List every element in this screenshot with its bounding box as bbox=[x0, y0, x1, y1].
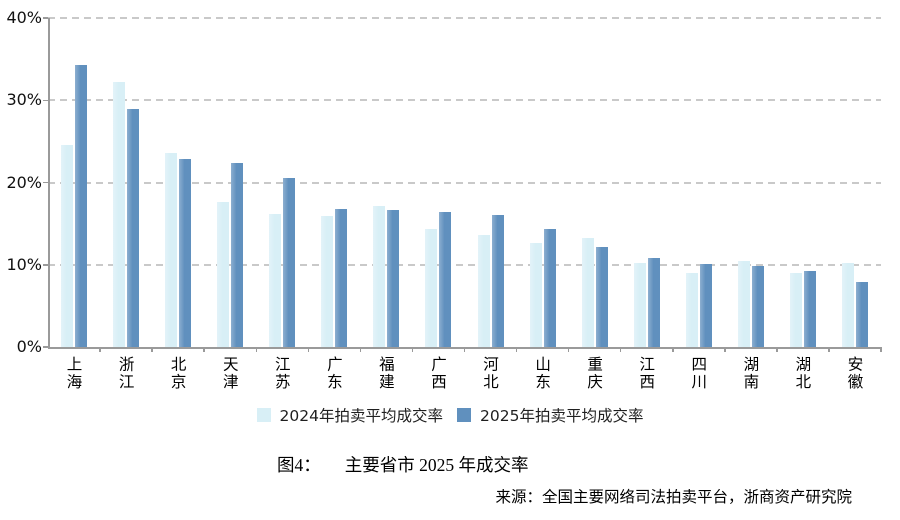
x-axis-label: 重庆 bbox=[585, 356, 603, 391]
bar-2024 bbox=[477, 235, 490, 347]
bar-2025 bbox=[179, 159, 192, 347]
legend-swatch-2024 bbox=[256, 408, 271, 422]
bar-2025 bbox=[543, 228, 556, 347]
y-axis-tick bbox=[43, 17, 48, 19]
bar-2025 bbox=[751, 265, 764, 347]
x-axis-label: 江苏 bbox=[272, 356, 290, 391]
bar-2024 bbox=[217, 202, 230, 347]
bar-2024 bbox=[685, 272, 698, 347]
gridline-30pct bbox=[48, 99, 881, 102]
bar-2024 bbox=[581, 238, 594, 347]
x-axis-tick bbox=[255, 347, 257, 352]
x-axis-tick bbox=[411, 347, 414, 352]
x-axis-tick bbox=[359, 347, 362, 352]
bar-2025 bbox=[699, 263, 712, 347]
bar-2024 bbox=[373, 205, 386, 347]
figure-caption-text: 主要省市 2025 年成交率 bbox=[344, 455, 529, 475]
x-axis-label: 浙江 bbox=[116, 356, 134, 391]
bar-2024 bbox=[113, 82, 126, 347]
bar-2025 bbox=[335, 208, 348, 347]
y-axis-tick bbox=[43, 99, 48, 101]
y-axis-tick bbox=[43, 181, 48, 184]
x-axis-label: 福建 bbox=[376, 356, 394, 391]
bar-2025 bbox=[855, 282, 868, 347]
x-axis-label: 天津 bbox=[220, 356, 238, 391]
x-axis-label: 广东 bbox=[324, 356, 342, 391]
bar-2025 bbox=[75, 64, 88, 347]
bar-2025 bbox=[803, 271, 816, 347]
y-axis-label: 30% bbox=[6, 90, 42, 110]
x-axis-label: 河北 bbox=[481, 356, 499, 391]
bar-2024 bbox=[841, 263, 854, 347]
legend: 2024年拍卖平均成交率 2025年拍卖平均成交率 bbox=[0, 404, 900, 426]
bar-2025 bbox=[231, 162, 244, 347]
x-axis-label: 北京 bbox=[168, 356, 186, 391]
bar-2025 bbox=[439, 212, 452, 347]
x-axis-tick bbox=[619, 347, 622, 352]
x-axis-tick bbox=[463, 347, 466, 352]
bar-2024 bbox=[165, 152, 178, 347]
bar-2024 bbox=[269, 213, 282, 347]
y-axis-label: 10% bbox=[6, 254, 42, 274]
x-axis-tick bbox=[880, 347, 882, 352]
x-axis-tick bbox=[672, 347, 674, 352]
x-axis-tick bbox=[828, 347, 830, 352]
y-axis-tick bbox=[43, 346, 48, 348]
legend-label-2024: 2024年拍卖平均成交率 bbox=[279, 407, 443, 425]
x-axis-label: 安徽 bbox=[845, 356, 863, 391]
figure-caption-label: 图4： bbox=[277, 455, 321, 475]
gridline-40pct bbox=[48, 17, 881, 19]
x-axis-tick bbox=[99, 347, 101, 352]
bar-2025 bbox=[647, 258, 660, 347]
x-axis-label: 四川 bbox=[689, 356, 707, 391]
x-axis-label: 广西 bbox=[428, 356, 446, 391]
bar-2025 bbox=[127, 109, 140, 347]
gridline-10pct bbox=[48, 263, 881, 266]
source-note: 来源：全国主要网络司法拍卖平台，浙商资产研究院 bbox=[495, 489, 852, 506]
legend-label-2025: 2025年拍卖平均成交率 bbox=[480, 407, 644, 425]
y-axis-label: 40% bbox=[6, 8, 42, 27]
bar-2024 bbox=[633, 263, 646, 347]
bar-2024 bbox=[61, 145, 74, 347]
figure-caption: 图4： 主要省市 2025 年成交率 bbox=[277, 452, 529, 477]
bar-2024 bbox=[789, 272, 802, 347]
x-axis-tick bbox=[567, 347, 570, 352]
bar-2024 bbox=[737, 261, 750, 347]
x-axis-label: 山东 bbox=[533, 356, 551, 391]
x-axis-label: 湖北 bbox=[793, 356, 811, 391]
bar-2025 bbox=[283, 177, 296, 347]
x-axis-label: 湖南 bbox=[741, 356, 759, 391]
x-axis-tick bbox=[776, 347, 778, 352]
x-axis-label: 上海 bbox=[64, 356, 82, 391]
x-axis-tick bbox=[203, 347, 205, 352]
bar-2025 bbox=[387, 209, 400, 347]
y-axis-label: 0% bbox=[16, 337, 42, 356]
bar-2024 bbox=[425, 228, 438, 347]
bar-2024 bbox=[529, 242, 542, 347]
legend-item-2025: 2025年拍卖平均成交率 bbox=[457, 404, 643, 426]
bar-2024 bbox=[321, 216, 334, 347]
y-axis-tick bbox=[43, 264, 48, 266]
x-axis-label: 江西 bbox=[637, 356, 655, 391]
legend-swatch-2025 bbox=[457, 408, 471, 422]
bar-2025 bbox=[491, 214, 504, 347]
x-axis-tick bbox=[724, 347, 726, 352]
x-axis-tick bbox=[307, 347, 310, 352]
x-axis-tick bbox=[515, 347, 518, 352]
x-axis-tick bbox=[151, 347, 153, 352]
legend-item-2024: 2024年拍卖平均成交率 bbox=[256, 404, 443, 426]
y-axis-line bbox=[48, 18, 50, 349]
gridline-20pct bbox=[48, 181, 881, 184]
y-axis-label: 20% bbox=[6, 172, 42, 192]
bar-2025 bbox=[595, 246, 608, 347]
